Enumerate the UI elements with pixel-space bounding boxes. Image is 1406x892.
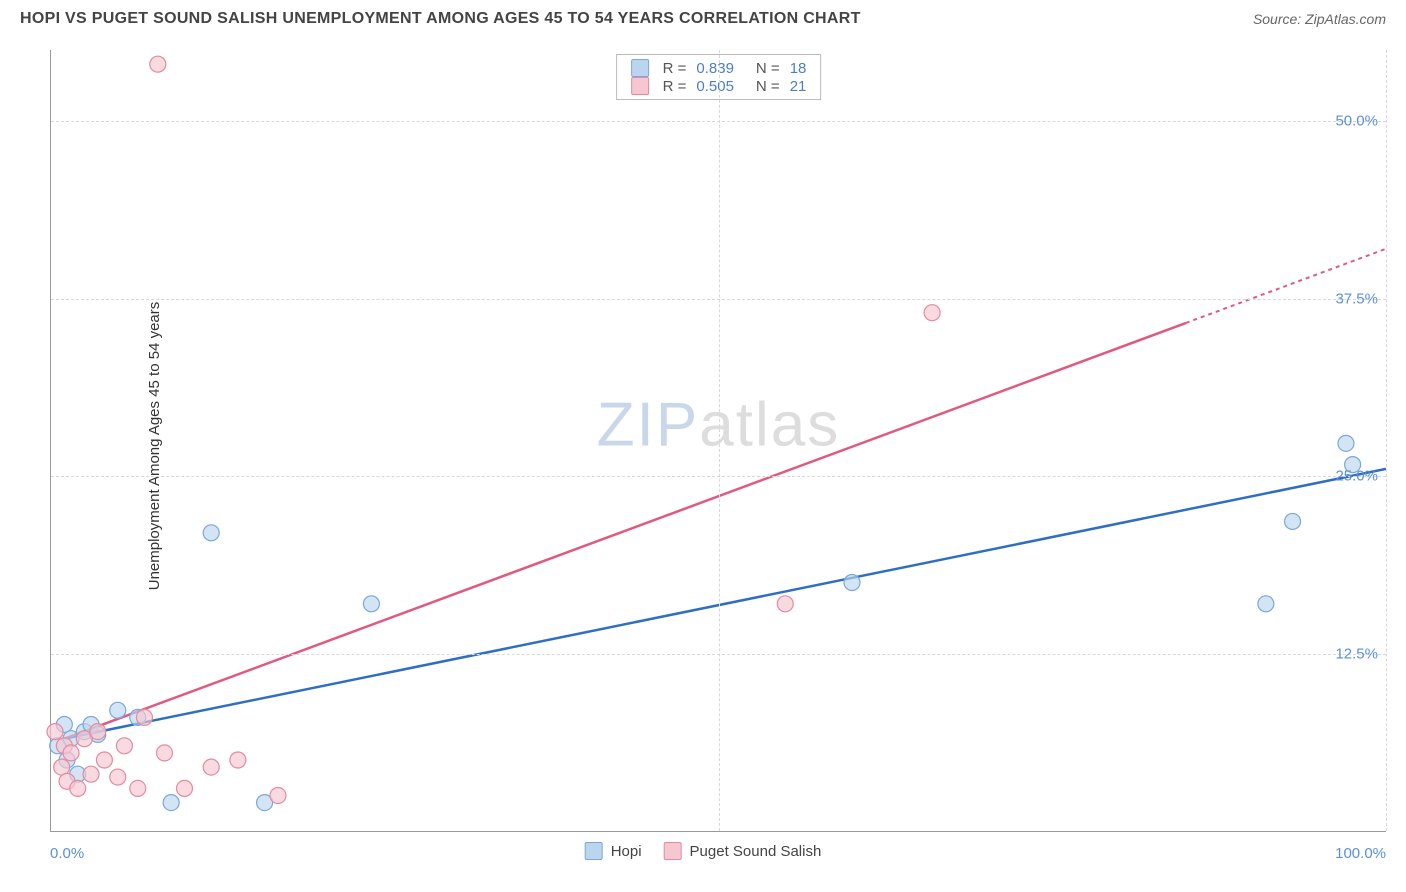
- swatch-hopi: [631, 59, 649, 77]
- r-value-salish: 0.505: [696, 78, 734, 95]
- swatch-hopi-bottom: [585, 842, 603, 860]
- r-value-hopi: 0.839: [696, 60, 734, 77]
- n-value-salish: 21: [790, 78, 807, 95]
- r-label: R =: [663, 78, 687, 95]
- swatch-salish-bottom: [664, 842, 682, 860]
- swatch-salish: [631, 77, 649, 95]
- y-tick-label: 50.0%: [1335, 113, 1378, 130]
- n-value-hopi: 18: [790, 60, 807, 77]
- chart-area: ZIPatlas R = 0.839 N = 18 R = 0.505 N = …: [50, 50, 1386, 832]
- y-tick-label: 37.5%: [1335, 290, 1378, 307]
- series-name-salish: Puget Sound Salish: [690, 843, 822, 860]
- r-label: R =: [663, 60, 687, 77]
- source-label: Source: ZipAtlas.com: [1253, 11, 1386, 27]
- x-tick-left: 0.0%: [50, 845, 84, 862]
- x-tick-right: 100.0%: [1335, 845, 1386, 862]
- y-tick-label: 25.0%: [1335, 468, 1378, 485]
- n-label: N =: [756, 78, 780, 95]
- n-label: N =: [756, 60, 780, 77]
- chart-title: HOPI VS PUGET SOUND SALISH UNEMPLOYMENT …: [20, 10, 861, 28]
- series-name-hopi: Hopi: [611, 843, 642, 860]
- legend-item-salish: Puget Sound Salish: [664, 842, 822, 860]
- y-tick-label: 12.5%: [1335, 645, 1378, 662]
- legend-item-hopi: Hopi: [585, 842, 642, 860]
- series-legend: Hopi Puget Sound Salish: [585, 842, 822, 860]
